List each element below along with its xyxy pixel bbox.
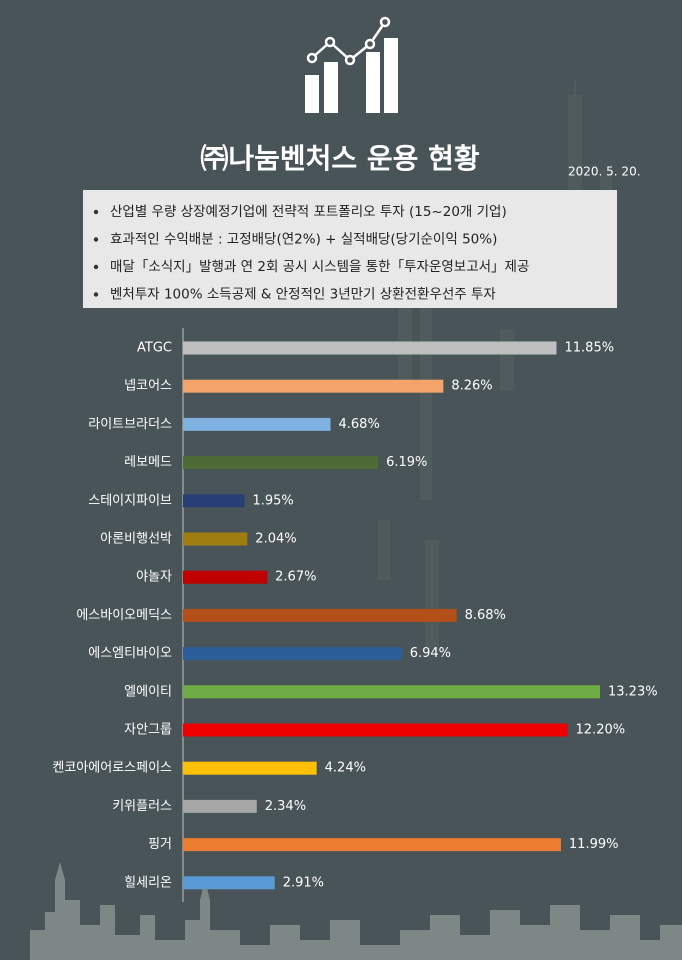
category-label: ATGC (137, 341, 172, 356)
bullet-dot (93, 264, 99, 270)
category-label: 레보메드 (124, 455, 172, 470)
date: 2020. 5. 20. (568, 165, 641, 179)
bar (183, 379, 444, 393)
value-label: 2.34% (265, 799, 306, 814)
value-label: 13.23% (608, 684, 658, 699)
category-label: 넵코어스 (124, 379, 172, 394)
bar (183, 456, 379, 470)
value-label: 6.19% (386, 455, 427, 470)
bar (183, 876, 275, 890)
bullet-text: 산업별 우량 상장예정기업에 전략적 포트폴리오 투자 (15~20개 기업) (110, 204, 507, 220)
value-label: 8.68% (465, 608, 506, 623)
value-label: 8.26% (451, 379, 492, 394)
bar (183, 723, 568, 737)
value-label: 11.85% (565, 341, 615, 356)
bar (183, 647, 402, 661)
skyline (30, 862, 682, 960)
category-label: 스테이지파이브 (88, 493, 172, 508)
category-label: 아론비행선박 (100, 531, 172, 547)
value-label: 2.91% (283, 875, 324, 890)
category-label: 자안그룹 (124, 723, 172, 738)
bar (183, 685, 600, 699)
bar (183, 761, 317, 775)
bar (183, 799, 257, 813)
category-label: 힐세리온 (124, 875, 172, 890)
category-label: 에스엠티바이오 (88, 646, 172, 661)
bullet-text: 벤처투자 100% 소득공제 & 안정적인 3년만기 상환전환우선주 투자 (110, 287, 496, 303)
value-label: 4.24% (325, 761, 366, 776)
bullet-text: 매달「소식지」발행과 연 2회 공시 시스템을 통한「투자운영보고서」제공 (110, 259, 529, 275)
category-label: 핑거 (148, 837, 172, 852)
value-label: 11.99% (569, 837, 619, 852)
bullet-dot (93, 209, 99, 215)
logo-icon (305, 16, 398, 113)
category-label: 켄코아에어로스페이스 (52, 761, 172, 776)
bullet-text: 효과적인 수익배분 : 고정배당(연2%) + 실적배당(당기순이익 50%) (110, 232, 497, 248)
value-label: 1.95% (252, 493, 293, 508)
bar (183, 494, 245, 508)
category-label: 엘에이티 (124, 684, 172, 699)
bar (183, 608, 457, 622)
category-label: 키위플러스 (112, 799, 172, 814)
info-box (83, 190, 617, 308)
bullet-dot (93, 292, 99, 297)
value-label: 2.04% (255, 532, 296, 547)
bar (183, 341, 557, 355)
bar (183, 838, 561, 852)
value-label: 12.20% (576, 723, 626, 738)
category-label: 라이트브라더스 (88, 417, 172, 432)
value-label: 6.94% (410, 646, 451, 661)
category-label: 에스바이오메딕스 (76, 608, 172, 623)
category-label: 야놀자 (136, 570, 172, 585)
bar (183, 570, 268, 584)
title: ㈜나눔벤처스 운용 현황 (200, 142, 480, 175)
bar (183, 532, 248, 546)
bullet-dot (93, 237, 99, 242)
bar (183, 417, 331, 431)
value-label: 2.67% (275, 570, 316, 585)
value-label: 4.68% (339, 417, 380, 432)
